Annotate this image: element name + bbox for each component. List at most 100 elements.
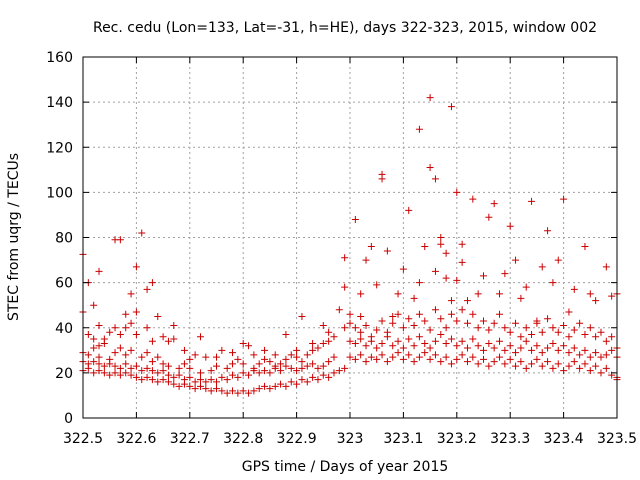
data-point [154,312,162,320]
data-point [116,344,124,352]
data-point [538,362,546,370]
data-point [282,331,290,339]
data-point [116,371,124,379]
data-point [506,342,514,350]
data-point [196,376,204,384]
data-point [421,243,429,251]
data-point [148,376,156,384]
data-point [506,328,514,336]
data-point [426,326,434,334]
data-point [463,297,471,305]
data-point [138,353,146,361]
data-point [458,258,466,266]
data-point [293,380,301,388]
data-point [148,337,156,345]
data-point [250,351,258,359]
data-point [143,364,151,372]
data-point [148,279,156,287]
data-point [346,319,354,327]
data-point [501,346,509,354]
data-point [592,349,600,357]
data-point [463,358,471,366]
data-point [442,340,450,348]
data-point [127,346,135,354]
data-point [159,333,167,341]
data-point [250,387,258,395]
data-point [421,317,429,325]
data-point [597,353,605,361]
data-point [261,355,269,363]
data-point [469,353,477,361]
data-point [410,342,418,350]
data-point [405,206,413,214]
data-point [111,349,119,357]
data-point [84,331,92,339]
data-point [394,349,402,357]
data-point [277,380,285,388]
data-point [378,340,386,348]
data-point [576,364,584,372]
data-point [373,281,381,289]
data-point [100,369,108,377]
data-point [357,328,365,336]
data-point [170,335,178,343]
data-point [213,362,220,370]
data-point [309,346,317,354]
data-point [592,362,600,370]
data-point [271,364,279,372]
data-point [159,367,167,375]
data-point [239,369,247,377]
data-point [538,349,546,357]
data-point [490,200,498,208]
data-point [447,103,455,111]
data-point [164,362,172,370]
y-tick-label: 120 [46,140,73,156]
data-point [282,362,290,370]
data-point [442,249,450,257]
data-point [442,274,450,282]
data-point [314,376,322,384]
data-point [362,256,370,264]
x-tick-label: 322.9 [277,431,317,447]
data-point [341,254,349,262]
data-point [560,195,568,203]
data-point [367,243,375,251]
data-point [132,373,140,381]
data-point [234,355,242,363]
data-point [447,297,455,305]
data-point [517,358,525,366]
data-point [410,358,418,366]
data-point [293,353,301,361]
data-point [399,344,407,352]
data-point [506,355,514,363]
data-point [522,337,530,345]
data-point [229,360,237,368]
data-point [442,324,450,332]
data-point [426,355,434,363]
data-point [346,353,354,361]
data-point [170,373,178,381]
data-point [143,324,151,332]
data-point [266,369,274,377]
data-point [346,337,354,345]
data-point [544,227,552,235]
data-point [447,335,455,343]
data-point [383,358,391,366]
data-point [405,351,413,359]
data-point [164,337,172,345]
data-point [447,310,455,318]
data-point [554,346,562,354]
data-point [608,346,616,354]
data-point [373,344,381,352]
data-point [480,272,487,280]
data-point [389,312,397,320]
data-point [330,353,338,361]
data-point [528,360,536,368]
data-point [597,328,605,336]
data-point [512,256,520,264]
data-point [357,312,365,320]
data-point [565,333,573,341]
data-point [538,263,546,271]
data-point [127,371,135,379]
data-point [277,367,285,375]
